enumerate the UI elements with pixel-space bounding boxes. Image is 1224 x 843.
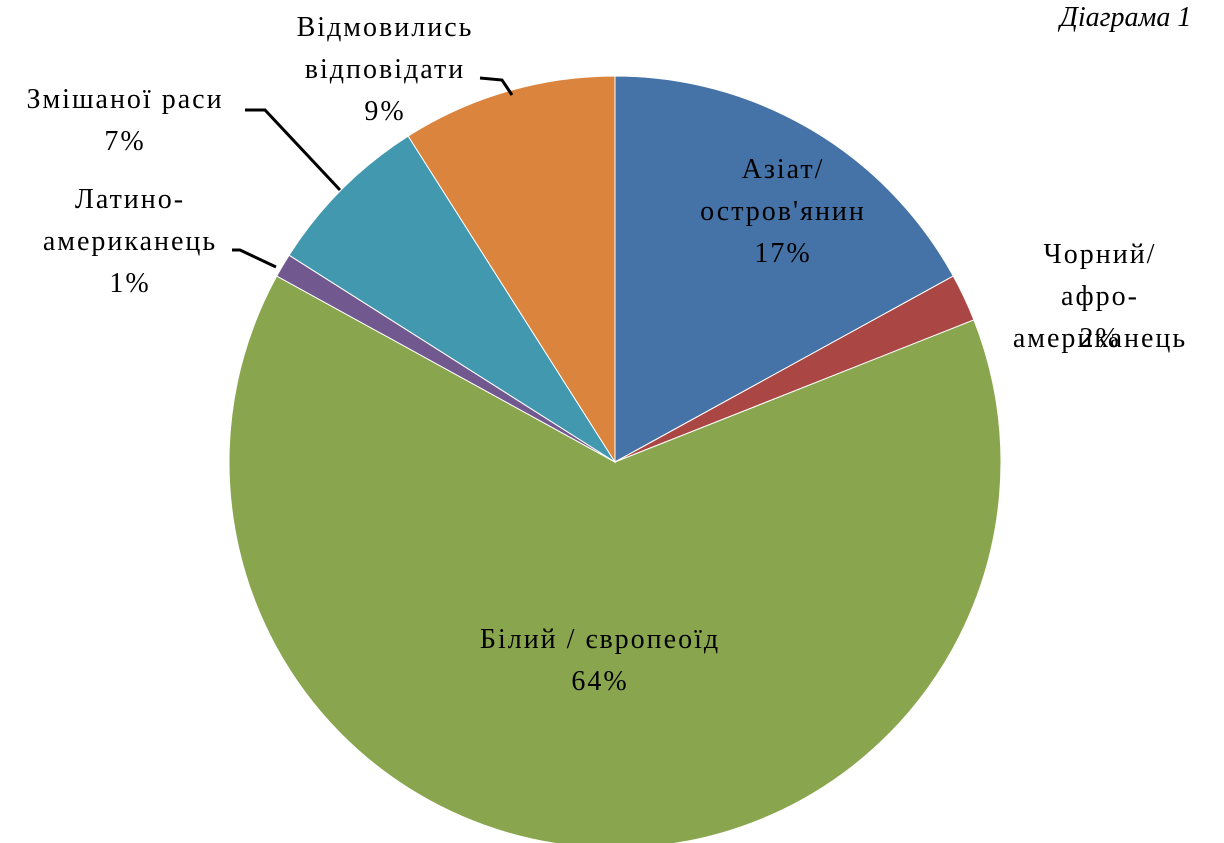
slice-label: Чорний/ афро- американець — [1012, 239, 1188, 354]
leader-line — [479, 76, 514, 96]
slice-label: Азіат/ остров'янин — [700, 154, 866, 227]
value-label: 64% — [571, 666, 629, 697]
pie-slice — [407, 75, 616, 464]
leader-line — [245, 108, 342, 192]
value-label: 17% — [754, 238, 812, 269]
slices — [228, 75, 1002, 843]
value-label: 1% — [109, 268, 151, 299]
chart-title: Діаграма 1 — [1060, 2, 1192, 33]
slice-label: Змішаної раси — [26, 84, 224, 115]
slice-label: Білий / європеоїд — [479, 624, 721, 655]
value-label: 2% — [1079, 323, 1121, 354]
slice-label: Відмовились відповідати — [296, 12, 474, 85]
pie-slice — [614, 75, 954, 463]
value-label: 7% — [104, 126, 146, 157]
pie-slice — [288, 135, 616, 463]
pie-slice — [228, 275, 1002, 843]
value-label: 9% — [364, 96, 406, 127]
slice-label: Латино- американець — [42, 184, 218, 257]
leader-line — [232, 248, 277, 269]
